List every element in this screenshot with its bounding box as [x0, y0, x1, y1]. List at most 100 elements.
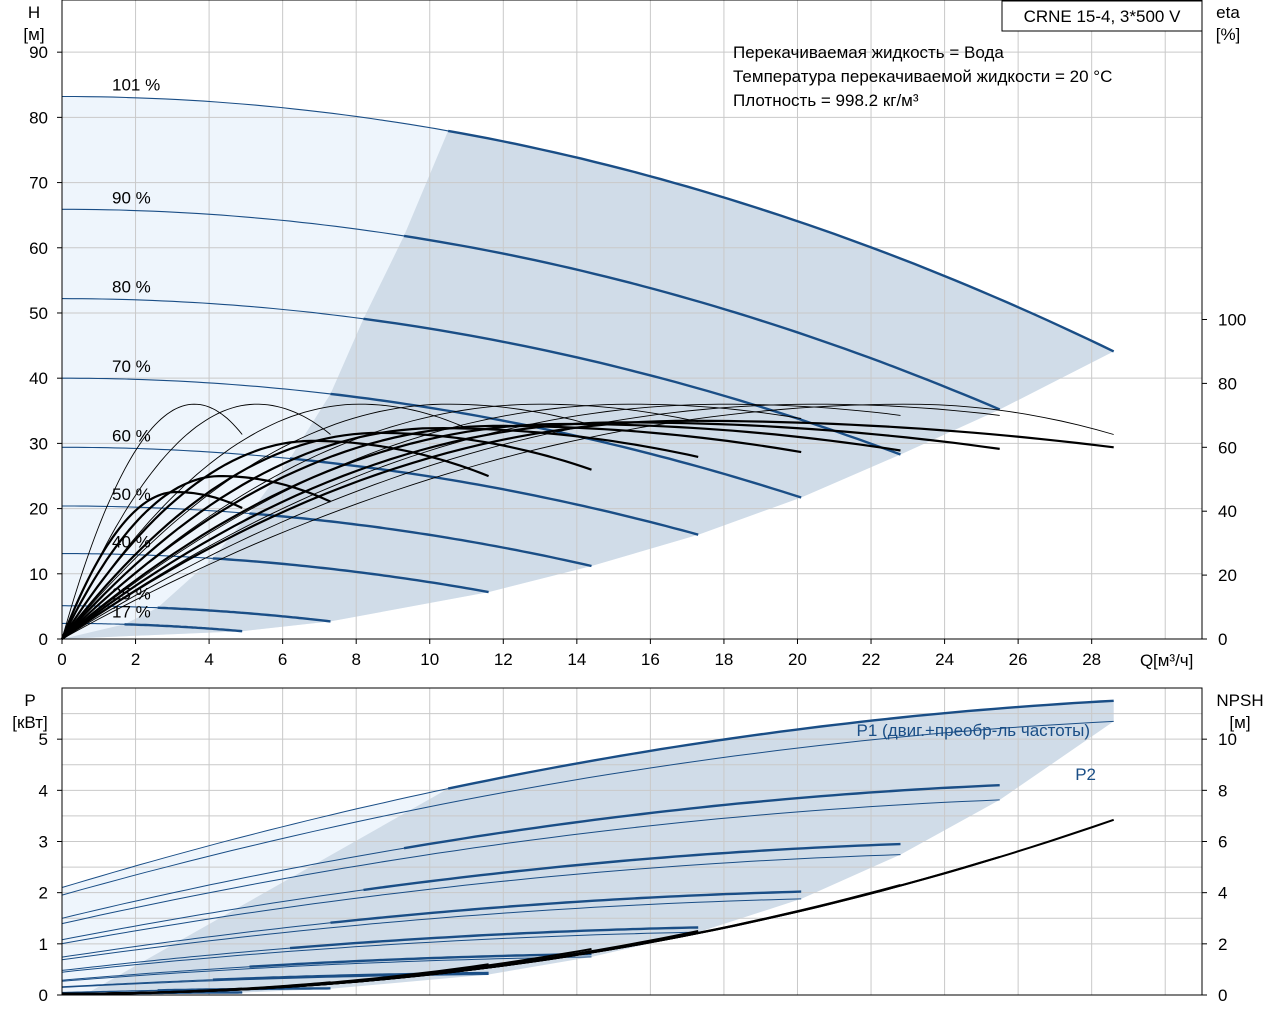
- eta-curve: [61, 419, 1114, 640]
- power-panel: 0 1 2 3 4 5 0 2 4 6 8 10 P [кВт] NPSH [м] P1 (двиг…: [12, 687, 1264, 1005]
- head-curve: [330, 392, 802, 499]
- eta-axis-unit: [%]: [1216, 25, 1241, 44]
- npsh-axis-unit: [м]: [1229, 713, 1250, 732]
- speed-label: 70 %: [112, 357, 151, 376]
- p1-curve: [249, 952, 592, 968]
- speed-label: 50 %: [112, 485, 151, 504]
- p1-curve: [363, 842, 901, 892]
- h-tick-label: 60: [29, 239, 48, 258]
- head-curve-thin: [62, 553, 213, 559]
- speed-label: 40 %: [112, 533, 151, 552]
- q-tick-label: 14: [567, 650, 586, 669]
- eta-tick-label: 100: [1218, 311, 1246, 330]
- q-tick-label: 10: [420, 650, 439, 669]
- p2-curve: [61, 720, 1114, 896]
- p1-series-label: P1 (двиг.+преобр-ль частоты): [857, 721, 1090, 740]
- speed-label: 25 %: [112, 585, 151, 604]
- npsh-tick-label: 8: [1218, 781, 1227, 800]
- p2-curve: [61, 931, 699, 973]
- npsh-tick-label: 6: [1218, 833, 1227, 852]
- p-axis-ticks: 0 1 2 3 4 5: [39, 730, 62, 1005]
- head-curve-thin: [62, 446, 291, 460]
- temperature-info: Температура перекачиваемой жидкости = 20…: [733, 67, 1112, 86]
- npsh-axis-symbol: NPSH: [1216, 691, 1263, 710]
- h-tick-label: 50: [29, 304, 48, 323]
- model-box: [1001, 0, 1203, 32]
- head-panel: 0 2 4 6 8 10 12 14 16 18 20 22 24 26 28 01020304050607…: [23, 0, 1246, 670]
- head-curve-thin: [62, 95, 449, 132]
- h-axis-unit: [м]: [23, 25, 44, 44]
- head-curves: [61, 95, 1115, 633]
- model-label: CRNE 15-4, 3*500 V: [1024, 7, 1182, 26]
- efficiency-curves: [60, 403, 1114, 640]
- q-tick-label: 28: [1082, 650, 1101, 669]
- p-tick-label: 5: [39, 730, 48, 749]
- eta-tick-label: 40: [1218, 502, 1237, 521]
- head-curve: [157, 606, 331, 623]
- eta-tick-label: 20: [1218, 566, 1237, 585]
- p2-curve: [61, 898, 802, 961]
- npsh-tick-label: 10: [1218, 730, 1237, 749]
- eta-axis-ticks: 0 20 40 60 80 100: [1202, 311, 1246, 649]
- eta-thin-curve: [61, 403, 243, 640]
- npsh-tick-label: 4: [1218, 884, 1227, 903]
- p2-curve: [61, 854, 901, 945]
- p-tick-label: 3: [39, 833, 48, 852]
- q-tick-label: 8: [351, 650, 360, 669]
- h-axis-symbol: H: [28, 3, 40, 22]
- head-curve-thin: [62, 505, 250, 515]
- eta-axis-symbol: eta: [1216, 3, 1240, 22]
- q-tick-label: 20: [788, 650, 807, 669]
- p2-curve: [61, 956, 592, 982]
- h-tick-label: 40: [29, 369, 48, 388]
- q-tick-label: 24: [935, 650, 954, 669]
- p1-curve-thin: [62, 989, 158, 993]
- q-tick-label: 2: [131, 650, 140, 669]
- head-curve-thin: [62, 208, 405, 237]
- q-tick-label: 26: [1009, 650, 1028, 669]
- p1-curve-thin: [61, 979, 213, 988]
- eta-curve: [60, 490, 243, 640]
- eta-tick-label: 0: [1218, 630, 1227, 649]
- power-curves: [61, 699, 1114, 995]
- eta-thin-curve: [61, 403, 331, 640]
- h-tick-label: 80: [29, 108, 48, 127]
- p-tick-label: 2: [39, 884, 48, 903]
- head-curve: [212, 557, 489, 594]
- p1-curve-thin: [61, 947, 291, 971]
- h-axis-ticks: 0 10 20 30 40 50 60 70 80 90: [29, 43, 62, 649]
- eta-curve: [61, 421, 1000, 640]
- p-axis-unit: [кВт]: [12, 713, 47, 732]
- h-tick-label: 30: [29, 434, 48, 453]
- eta-tick-label: 60: [1218, 438, 1237, 457]
- eta-curve: [61, 475, 331, 640]
- q-tick-label: 6: [278, 650, 287, 669]
- head-gridlines: [62, 0, 1202, 639]
- head-curve: [289, 457, 699, 536]
- npsh-curves: [62, 818, 1115, 995]
- speed-label: 90 %: [112, 188, 151, 207]
- head-curve-thin: [61, 298, 364, 320]
- q-tick-label: 18: [714, 650, 733, 669]
- eta-curve: [61, 439, 490, 640]
- eta-curve: [61, 431, 592, 640]
- h-tick-label: 10: [29, 565, 48, 584]
- head-curve: [447, 129, 1115, 353]
- q-tick-label: 4: [204, 650, 213, 669]
- density-info: Плотность = 998.2 кг/м³: [733, 91, 919, 110]
- eta-thin-curve: [61, 403, 1000, 640]
- p-axis-symbol: P: [24, 691, 35, 710]
- p-tick-label: 1: [39, 935, 48, 954]
- h-tick-label: 20: [29, 500, 48, 519]
- q-tick-label: 12: [494, 650, 513, 669]
- speed-labels: 101 % 90 % 80 % 70 % 60 % 50 % 40 % 25 %17 %: [112, 76, 160, 622]
- head-curve-thin: [62, 377, 331, 395]
- q-axis-symbol: Q: [1140, 651, 1153, 670]
- head-curve: [249, 512, 592, 568]
- p-tick-label: 0: [39, 986, 48, 1005]
- p2-curve: [61, 799, 1000, 925]
- h-tick-label: 70: [29, 174, 48, 193]
- npsh-axis-ticks: 0 2 4 6 8 10: [1202, 730, 1237, 1005]
- p2-series-label: P2: [1075, 765, 1096, 784]
